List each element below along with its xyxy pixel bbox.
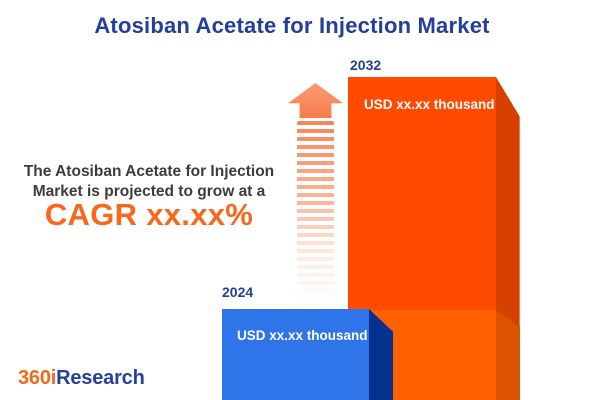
bar-2024: USD xx.xx thousand [222, 309, 369, 400]
logo-360i-text: 360i [18, 367, 57, 389]
cagr-value: CAGR xx.xx% [44, 197, 254, 232]
tagline-line2: Market is projected to grow at a [32, 183, 266, 200]
bar-2032-side-face [496, 77, 520, 400]
logo-research-text: Research [56, 367, 145, 389]
tagline-line1: The Atosiban Acetate for Injection [23, 163, 275, 180]
growth-tagline: The Atosiban Acetate for Injection Marke… [16, 162, 282, 232]
arrow-stripes [297, 121, 334, 299]
page-title: Atosiban Acetate for Injection Market [94, 13, 490, 38]
growth-up-arrow-icon [288, 83, 343, 299]
bar-2024-value-label: USD xx.xx thousand [237, 328, 368, 343]
bar-2032-year-label: 2032 [350, 57, 382, 73]
bar-2024-year-label: 2024 [222, 284, 254, 300]
bar-2032-value-label: USD xx.xx thousand [364, 97, 495, 112]
brand-logo: 360iResearch [18, 367, 145, 390]
bar-2032-side-lower-segment [496, 310, 520, 400]
arrow-head-icon [288, 83, 343, 118]
